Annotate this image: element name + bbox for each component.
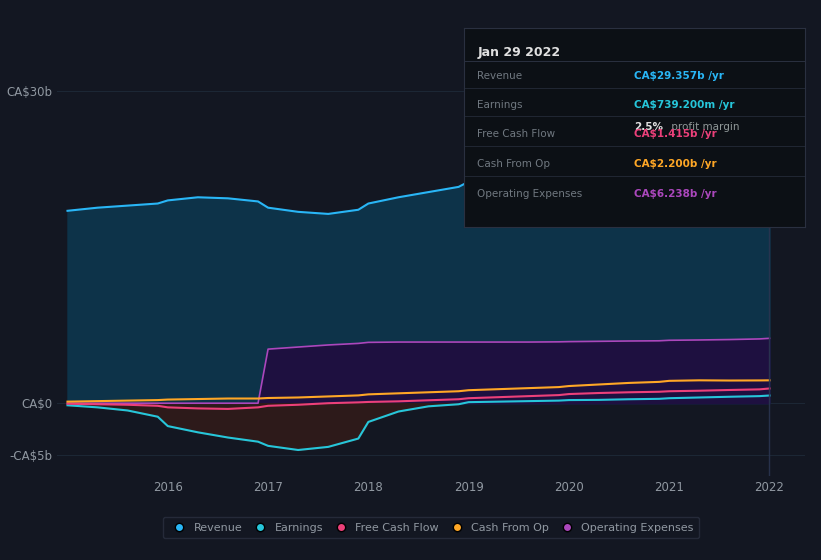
Text: Jan 29 2022: Jan 29 2022 <box>478 46 561 59</box>
Text: Cash From Op: Cash From Op <box>478 159 551 169</box>
Legend: Revenue, Earnings, Free Cash Flow, Cash From Op, Operating Expenses: Revenue, Earnings, Free Cash Flow, Cash … <box>163 517 699 538</box>
Text: Operating Expenses: Operating Expenses <box>478 189 583 199</box>
Text: CA$739.200m /yr: CA$739.200m /yr <box>635 100 735 110</box>
Text: profit margin: profit margin <box>668 123 740 132</box>
Text: Free Cash Flow: Free Cash Flow <box>478 129 556 139</box>
Text: Earnings: Earnings <box>478 100 523 110</box>
Text: CA$1.415b /yr: CA$1.415b /yr <box>635 129 717 139</box>
Text: Revenue: Revenue <box>478 71 523 81</box>
Text: CA$6.238b /yr: CA$6.238b /yr <box>635 189 717 199</box>
Text: 2.5%: 2.5% <box>635 123 663 132</box>
Text: CA$2.200b /yr: CA$2.200b /yr <box>635 159 717 169</box>
Text: CA$29.357b /yr: CA$29.357b /yr <box>635 71 724 81</box>
